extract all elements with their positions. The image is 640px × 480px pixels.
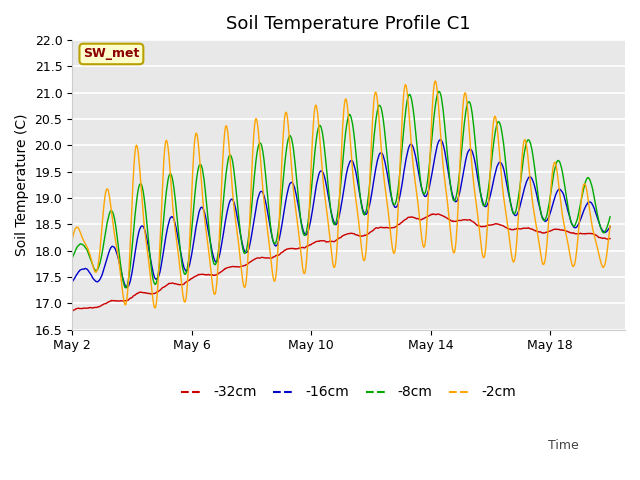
Text: SW_met: SW_met xyxy=(83,48,140,60)
Y-axis label: Soil Temperature (C): Soil Temperature (C) xyxy=(15,114,29,256)
Title: Soil Temperature Profile C1: Soil Temperature Profile C1 xyxy=(227,15,471,33)
Legend: -32cm, -16cm, -8cm, -2cm: -32cm, -16cm, -8cm, -2cm xyxy=(176,380,522,405)
Text: Time: Time xyxy=(548,439,579,452)
